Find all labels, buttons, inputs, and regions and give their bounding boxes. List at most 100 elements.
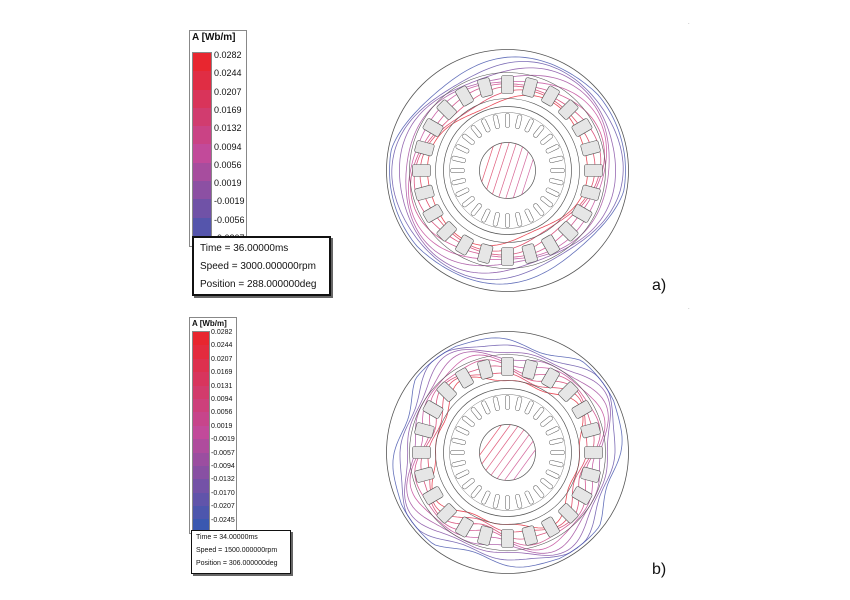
rotor-bar: [450, 450, 465, 455]
stator-yoke-outline: [409, 72, 606, 269]
legend-value: 0.0169: [214, 104, 242, 115]
rotor-bar: [515, 114, 523, 129]
legend-value: 0.0244: [214, 68, 242, 79]
legend-value: 0.0282: [211, 329, 233, 336]
legend-color-band: [193, 144, 211, 163]
panel-a: A [Wb/m] 0.0282 0.0244 0.0207 0.0169 0.0132 0…: [189, 20, 690, 296]
stator-slot: [580, 422, 601, 439]
stator-slot: [477, 525, 494, 546]
stator-slot: [455, 516, 474, 538]
legend-title: A [Wb/m]: [192, 32, 236, 43]
legend-value: -0.0056: [214, 214, 245, 225]
legend-color-band: [193, 89, 211, 108]
stator-slot: [541, 85, 560, 107]
rotor-bar: [515, 396, 523, 411]
rotor-bars: [450, 395, 565, 510]
legend-value: -0.0132: [211, 476, 235, 484]
panel-b: A [Wb/m] 0.0282 0.0244 0.0207 0.0169 0.0131 0…: [0, 305, 850, 600]
stator-slot: [436, 503, 457, 524]
rotor-bar: [451, 460, 466, 468]
stator-slot: [422, 204, 444, 223]
rotor-bar: [492, 114, 500, 129]
stator-slot: [521, 243, 538, 264]
stator-slot: [436, 381, 457, 402]
stator-slot: [455, 367, 474, 389]
stator-slot: [584, 164, 603, 177]
rotor-bar: [550, 168, 565, 173]
marker-dot: .: [688, 20, 690, 26]
legend-color-band: [193, 126, 211, 145]
rotor-bar: [492, 494, 500, 509]
legend-value: 0.0282: [214, 50, 242, 60]
shaft-field-lines: [479, 424, 536, 481]
stator-slot: [521, 525, 538, 546]
stator-slot: [558, 221, 579, 242]
rotor-bar: [550, 450, 565, 455]
stator-slots: [412, 75, 603, 266]
rotor-bar: [533, 125, 545, 138]
stator-slot: [477, 243, 494, 264]
stator-slot: [455, 234, 474, 256]
legend-color-band: [193, 479, 209, 493]
stator-slot: [414, 184, 435, 201]
stator-slot: [477, 77, 494, 98]
legend-color-band: [193, 372, 209, 386]
stator-slot: [571, 400, 593, 419]
legend-color-band: [193, 465, 209, 480]
housing-outline: [386, 331, 629, 574]
stator-slot: [541, 367, 560, 389]
flux-contour: [504, 440, 534, 481]
rotor-bar: [470, 407, 482, 420]
flux-contour: [496, 434, 530, 479]
legend-value: -0.0019: [211, 436, 235, 444]
stator-slot: [571, 486, 593, 505]
stator-slot: [422, 486, 444, 505]
legend-color-band: [193, 345, 209, 359]
rotor-bar: [524, 400, 534, 415]
speed-readout: Speed = 1500.000000rpm: [196, 547, 278, 554]
rotor-bar: [505, 213, 510, 228]
legend-color-bar: [192, 52, 212, 244]
rotor-bar: [455, 187, 470, 197]
stator-slot: [436, 221, 457, 242]
rotor-bar: [481, 490, 491, 505]
legend-color-band: [193, 425, 209, 440]
rotor-bar: [481, 400, 491, 415]
stator-slot: [412, 164, 431, 177]
legend-value: 0.0056: [211, 409, 233, 417]
rotor-bar: [505, 495, 510, 510]
rotor-bar: [540, 415, 553, 427]
flux-contour: [392, 337, 623, 568]
stator-slot: [571, 204, 593, 223]
rotor-ring: [449, 394, 566, 511]
stator-slot: [501, 529, 514, 548]
legend-color-band: [193, 71, 211, 90]
legend-value: -0.0094: [211, 463, 235, 470]
rotor-bar: [450, 168, 465, 173]
rotor-bar: [451, 155, 466, 163]
panel-label: b): [652, 561, 667, 578]
rotor-outline: [443, 388, 572, 517]
rotor-bar: [470, 203, 482, 216]
legend-color-band: [193, 53, 211, 72]
legend-value: 0.0169: [211, 369, 233, 377]
stator-slot: [501, 357, 514, 376]
legend-value: 0.0131: [211, 382, 233, 390]
flux-contour: [391, 61, 624, 280]
shaft-field-lines: [481, 142, 534, 199]
motor-cross-section: [386, 331, 629, 574]
legend-color-band: [193, 439, 209, 453]
legend-value: -0.0019: [214, 196, 245, 207]
legend-color-band: [193, 358, 209, 373]
flux-contour: [521, 159, 534, 195]
legend-value: 0.0019: [214, 178, 242, 189]
rotor-bar: [505, 113, 510, 128]
flux-contour: [486, 143, 503, 190]
legend-value: 0.0094: [214, 141, 242, 152]
legend-color-band: [193, 199, 211, 218]
rotor-bar: [524, 208, 534, 223]
rotor-bar: [549, 155, 564, 163]
legend-value: 0.0132: [214, 123, 242, 134]
legend-color-band: [193, 107, 211, 127]
legend-color-band: [193, 385, 209, 399]
